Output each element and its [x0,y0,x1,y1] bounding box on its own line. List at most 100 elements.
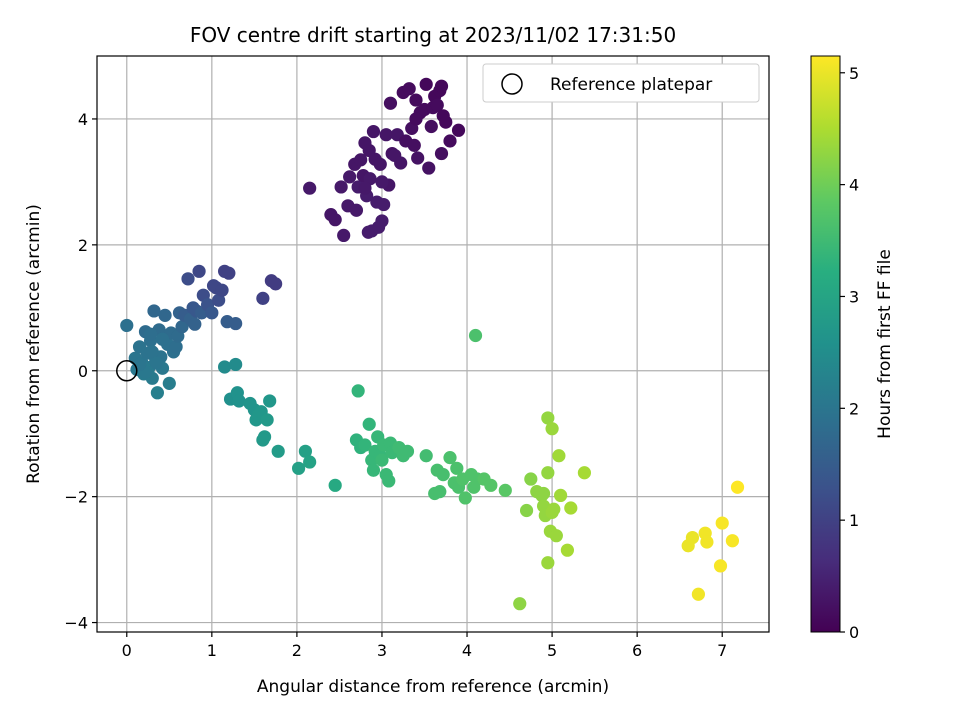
scatter-point [303,455,317,469]
scatter-point [443,451,457,465]
scatter-point [430,98,444,112]
scatter-point [468,328,483,343]
scatter-point [422,161,436,175]
x-tick-label: 6 [632,641,642,660]
scatter-point [222,266,236,280]
scatter-point [260,413,274,427]
scatter-point [394,156,408,170]
scatter-point [685,530,700,545]
scatter-point [263,394,277,408]
y-tick-label: 0 [78,362,88,381]
scatter-point [498,483,512,497]
y-axis-label: Rotation from reference (arcmin) [24,204,44,484]
scatter-point [205,306,219,320]
scatter-point [424,119,438,134]
scatter-point [513,597,527,611]
scatter-point [443,134,457,148]
scatter-point [439,115,453,129]
legend-marker-icon [501,73,523,95]
scatter-point [362,143,376,158]
scatter-point [256,433,270,447]
scatter-point [188,317,202,331]
scatter-point [436,468,450,482]
scatter-point [337,228,351,243]
scatter-point [150,386,164,400]
scatter-point [458,491,472,505]
scatter-point [358,438,372,452]
x-tick-label: 1 [207,641,217,660]
scatter-point [484,478,498,492]
scatter-point [162,376,176,390]
scatter-point [419,449,433,463]
scatter-point [377,197,391,212]
x-tick-label: 4 [462,641,472,660]
scatter-point [545,422,559,436]
scatter-point [366,124,381,139]
scatter-point [175,320,189,334]
scatter-point [691,587,705,601]
x-tick-label: 0 [122,641,132,660]
scatter-point [375,453,389,467]
scatter-point [409,112,423,126]
scatter-point [400,444,415,458]
scatter-point [450,461,464,475]
scatter-point [382,474,396,488]
scatter-point [451,123,466,137]
scatter-point [434,146,449,161]
scatter-point [553,488,568,502]
x-tick-label: 3 [377,641,387,660]
scatter-point [358,181,372,195]
legend-box [482,63,760,103]
scatter-point [145,345,159,359]
scatter-point [334,180,348,194]
x-tick-label: 5 [547,641,557,660]
scatter-point [192,264,206,278]
legend: Reference platepar [482,63,760,103]
x-tick-label: 7 [717,641,727,660]
scatter-point [725,534,740,548]
scatter-point [362,417,376,431]
scatter-point [212,293,226,307]
x-axis-label: Angular distance from reference (arcmin) [257,677,609,697]
colorbar-tick-label: 3 [849,287,859,306]
scatter-point [349,203,364,217]
scatter-point [155,332,170,346]
scatter-point [545,505,559,519]
colorbar: 0 1 2 3 4 5 Hours from first FF file [810,55,895,642]
scatter-point [519,503,534,518]
colorbar-label: Hours from first FF file [875,249,895,439]
scatter-point [298,444,313,458]
scatter-point [383,96,398,110]
colorbar-tick-label: 2 [849,399,859,418]
data-points [120,77,745,611]
scatter-point [713,559,728,573]
y-tick-label: 4 [78,110,88,129]
scatter-point [379,128,393,142]
scatter-point [411,151,425,165]
legend-entry-reference-platepar: Reference platepar [550,75,712,95]
scatter-point [229,357,243,372]
colorbar-tick-label: 1 [849,511,859,530]
scatter-point [524,472,538,486]
x-tick-label: 2 [292,641,302,660]
y-tick-label: 2 [78,236,88,255]
scatter-point [577,466,592,480]
scatter-point [271,444,285,458]
scatter-point [366,463,381,477]
scatter-point [328,213,342,227]
scatter-point [541,411,555,425]
reference-point-marker [116,360,138,382]
scatter-point [564,501,578,515]
grid-lines [97,56,769,632]
colorbar-tick-label: 5 [849,64,859,83]
scatter-point [552,449,566,463]
y-axis-ticks: −4 −2 0 2 4 [64,110,97,633]
scatter-point [419,77,433,91]
y-tick-label: −2 [64,488,88,507]
scatter-point [536,486,551,501]
scatter-point [181,272,195,286]
scatter-point [120,318,134,333]
chart-title: FOV centre drift starting at 2023/11/02 … [190,23,676,47]
scatter-point [433,485,447,499]
